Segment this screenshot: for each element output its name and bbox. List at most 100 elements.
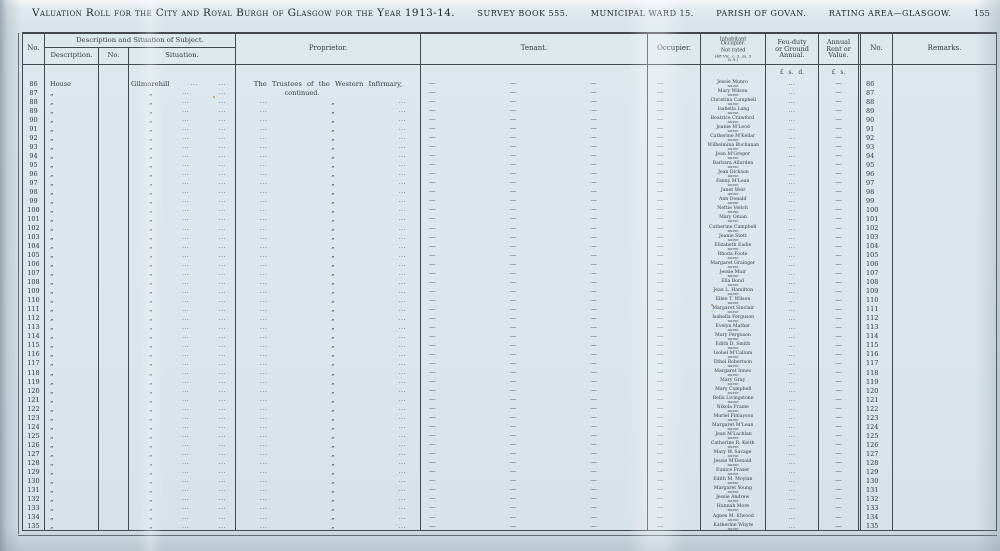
inhabitant-occupier-cell: Jessie Andrew nurse [701,494,766,504]
description-cell: „ [45,196,99,206]
situation-cell: „...... [129,214,236,224]
row-number: 116 [23,349,45,359]
page-number: 155 [973,9,990,19]
occupier-cell: — [648,214,701,224]
inhabitant-occupier-cell: Janet Weir nurse [701,187,766,197]
row-number: 120 [23,386,45,396]
remarks-cell [893,449,996,458]
situation-cell: „...... [129,494,236,504]
row-number-right: 101 [861,214,893,224]
inhabitant-occupier-cell: Isabella Ferguson nurse [701,313,766,323]
proprietor-cell: ... „... [236,286,421,296]
house-number-cell [99,313,129,323]
header-annual-rent: Annual Rent or Value. [819,34,861,64]
feu-duty-cell: ... [766,358,819,368]
tenant-cell: — — — [421,241,648,251]
feu-duty-cell: ... [766,223,819,233]
feu-duty-cell: ... [766,413,819,423]
house-number-cell [99,205,129,215]
tenant-cell: — — — [421,223,648,233]
remarks-cell [893,359,996,368]
row-number: 107 [23,268,45,278]
row-number-right: 116 [861,349,893,359]
row-number-right: 90 [861,115,893,125]
occupier-cell: — [648,313,701,323]
row-number: 94 [23,151,45,161]
table-row: 133 „ „......... „... — — — — Hannah More nurse..… [23,503,996,513]
row-number: 114 [23,331,45,341]
tenant-cell: — — — [421,458,648,468]
currency-feu-label: £ s. d. [766,65,819,79]
occupier-cell: — [648,349,701,359]
inhabitant-occupier-cell: Ella Bond nurse [701,277,766,287]
occupier-cell: — [648,232,701,242]
house-number-cell [99,422,129,432]
situation-cell: „...... [129,413,236,423]
occupier-cell: — [648,413,701,423]
proprietor-cell: ... „... [236,115,421,125]
remarks-cell [893,350,996,359]
house-number-cell [99,349,129,359]
situation-cell: „...... [129,331,236,341]
inhabitant-occupier-cell: Mary Ferguson nurse [701,331,766,341]
row-number: 104 [23,241,45,251]
proprietor-cell: ... „... [236,521,421,531]
tenant-cell: — — — [421,196,648,206]
remarks-cell [893,106,996,115]
annual-rent-cell: — [819,277,861,287]
feu-duty-cell: ... [766,277,819,287]
house-number-cell [99,413,129,423]
situation-cell: „...... [129,142,236,152]
house-number-cell [99,494,129,504]
proprietor-cell: ... „... [236,413,421,423]
annual-rent-cell: — [819,512,861,522]
situation-cell: „...... [129,133,236,143]
proprietor-cell: ... „... [236,467,421,477]
inhabitant-occupier-cell: Jeanie Stott nurse [701,232,766,242]
feu-duty-cell: ... [766,322,819,332]
situation-cell: „...... [129,476,236,486]
occupier-cell: — [648,169,701,179]
situation-cell: „...... [129,503,236,513]
table-body: 86 House Gilmorehill...... The Trustees of … [23,79,996,531]
occupier-cell: — [648,304,701,314]
situation-cell: „...... [129,88,236,98]
feu-duty-cell: ... [766,494,819,504]
header-situation: Situation. [165,51,199,60]
annual-rent-cell: — [819,331,861,341]
table-row: 101 „ „......... „... — — — — Mary Oman nurse... —… [23,214,996,224]
page-header: Valuation Roll for the City and Royal Bu… [32,7,990,25]
house-number-cell [99,142,129,152]
remarks-cell [893,522,996,531]
situation-cell: „...... [129,467,236,477]
proprietor-cell: ... „... [236,196,421,206]
remarks-cell [893,458,996,467]
description-cell: „ [45,205,99,215]
feu-duty-cell: ... [766,458,819,468]
outer-border-rule-bottom [18,535,997,536]
row-number-right: 94 [861,151,893,161]
row-number: 90 [23,115,45,125]
inhabitant-occupier-cell: Bella Livingstone nurse [701,395,766,405]
description-cell: „ [45,133,99,143]
proprietor-cell: ... „... [236,133,421,143]
house-number-cell [99,196,129,206]
tenant-cell: — — — [421,368,648,378]
annual-rent-cell: — [819,413,861,423]
proprietor-cell: ... „... [236,358,421,368]
feu-duty-cell: ... [766,79,819,89]
occupier-cell: — [648,286,701,296]
proprietor-cell: ... „... [236,431,421,441]
remarks-cell [893,124,996,133]
inhabitant-occupier-cell: Fanny M'Lean nurse [701,178,766,188]
row-number-right: 107 [861,268,893,278]
occupier-cell: — [648,277,701,287]
proprietor-cell: ... „... [236,340,421,350]
situation-cell: „...... [129,377,236,387]
proprietor-cell: ... „... [236,169,421,179]
tenant-cell: — — — [421,386,648,396]
occupier-cell: — [648,458,701,468]
tenant-cell: — — — [421,503,648,513]
inhabitant-occupier-cell: Jessie Munro nurse [701,79,766,89]
row-number-right: 97 [861,178,893,188]
